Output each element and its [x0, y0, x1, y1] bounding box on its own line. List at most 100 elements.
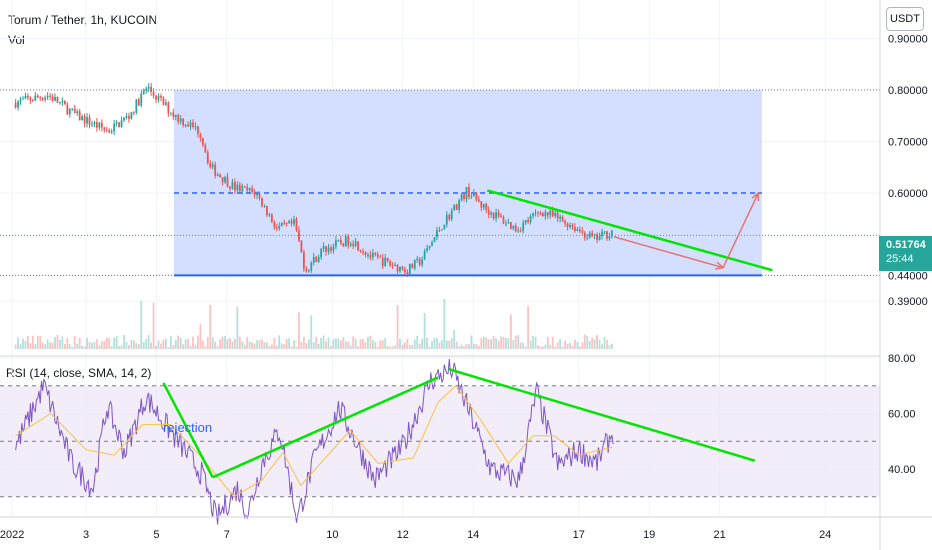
- volume-bar: [537, 345, 539, 349]
- volume-bar: [78, 337, 81, 349]
- volume-bar: [184, 339, 187, 349]
- volume-bar: [142, 342, 145, 349]
- candle-body: [100, 122, 103, 128]
- volume-bar: [155, 345, 157, 349]
- candle-body: [261, 197, 263, 207]
- time-tick-label: 5: [153, 529, 159, 541]
- volume-bar: [544, 344, 547, 349]
- candle-body: [283, 222, 286, 224]
- candle-body: [396, 265, 399, 272]
- candle-body: [411, 263, 414, 269]
- volume-bar: [438, 342, 441, 349]
- volume-bar: [583, 334, 586, 349]
- candle-body: [172, 112, 175, 117]
- volume-bar: [256, 340, 258, 349]
- range-zone-fill: [174, 90, 762, 276]
- candle-body: [443, 224, 446, 230]
- volume-bar: [46, 339, 49, 349]
- candle-body: [517, 230, 520, 232]
- volume-bar: [174, 339, 177, 349]
- volume-bar: [86, 337, 88, 349]
- volume-bar: [364, 342, 367, 349]
- volume-bar: [251, 342, 254, 349]
- range-zone[interactable]: [0, 89, 880, 277]
- candle-body: [482, 203, 485, 208]
- candle-body: [591, 232, 594, 236]
- volume-bar: [534, 336, 537, 349]
- volume-bar: [108, 338, 111, 349]
- candle-body: [362, 251, 364, 253]
- candle-body: [463, 194, 465, 199]
- candle-body: [391, 265, 394, 267]
- candle-body: [83, 116, 86, 124]
- volume-bar: [487, 339, 490, 349]
- volume-bar: [273, 337, 276, 349]
- candle-body: [288, 220, 291, 224]
- candle-body: [231, 182, 234, 189]
- rsi-rising-line: [212, 376, 439, 479]
- volume-bar: [359, 339, 362, 349]
- candle-body: [256, 193, 258, 196]
- volume-bar: [246, 336, 249, 349]
- candle-body: [298, 230, 300, 241]
- candle-body: [571, 225, 574, 227]
- volume-bar: [325, 341, 327, 349]
- drawings[interactable]: [486, 189, 773, 272]
- volume-bar: [263, 342, 266, 349]
- candle-body: [17, 101, 19, 108]
- candle-body: [532, 213, 534, 216]
- volume-bar: [399, 338, 401, 349]
- volume-bar: [310, 315, 313, 349]
- volume-bar: [349, 345, 352, 349]
- descending-trendline: [486, 189, 773, 272]
- volume-bar: [36, 336, 39, 349]
- candle-body: [335, 240, 337, 247]
- volume-bar: [243, 344, 246, 349]
- candle-body: [192, 122, 194, 127]
- candle-body: [509, 222, 512, 229]
- volume-bar: [376, 346, 379, 349]
- candle-body: [81, 116, 84, 121]
- time-tick-label: 14: [467, 529, 479, 541]
- volume-bar: [248, 341, 251, 349]
- candle-body: [332, 246, 335, 251]
- candle-body: [537, 212, 539, 214]
- currency-button[interactable]: USDT: [886, 7, 924, 31]
- candle-body: [120, 120, 123, 127]
- volume-bar: [266, 342, 268, 349]
- volume-bar: [88, 342, 91, 349]
- candle-body: [445, 214, 448, 225]
- volume-bar: [152, 302, 155, 349]
- candle-body: [379, 256, 382, 258]
- candle-body: [157, 96, 160, 100]
- candle-body: [246, 186, 249, 191]
- candle-body: [130, 112, 133, 119]
- volume-bar: [22, 338, 24, 349]
- candle-body: [541, 213, 544, 217]
- candle-body: [384, 257, 387, 267]
- candle-body: [59, 102, 61, 104]
- candle-body: [480, 201, 483, 208]
- candle-body: [211, 164, 214, 168]
- volume-bar: [110, 346, 113, 349]
- candle-body: [322, 246, 325, 250]
- volume-bar: [448, 340, 451, 349]
- candle-body: [214, 164, 217, 176]
- candle-body: [22, 98, 24, 100]
- candle-body: [41, 98, 44, 100]
- candle-body: [160, 96, 162, 98]
- volume-bar: [495, 338, 497, 349]
- volume-bar: [335, 338, 337, 349]
- candle-body: [337, 239, 340, 241]
- candle-body: [527, 219, 530, 223]
- volume-bar: [189, 345, 192, 349]
- candle-body: [105, 129, 108, 131]
- candle-body: [68, 108, 71, 115]
- candle-body: [394, 265, 396, 267]
- volume-bar: [603, 336, 606, 349]
- candle-body: [44, 97, 47, 100]
- candle-body: [352, 243, 355, 247]
- volume-bar: [199, 324, 202, 349]
- volume-bar: [593, 339, 596, 349]
